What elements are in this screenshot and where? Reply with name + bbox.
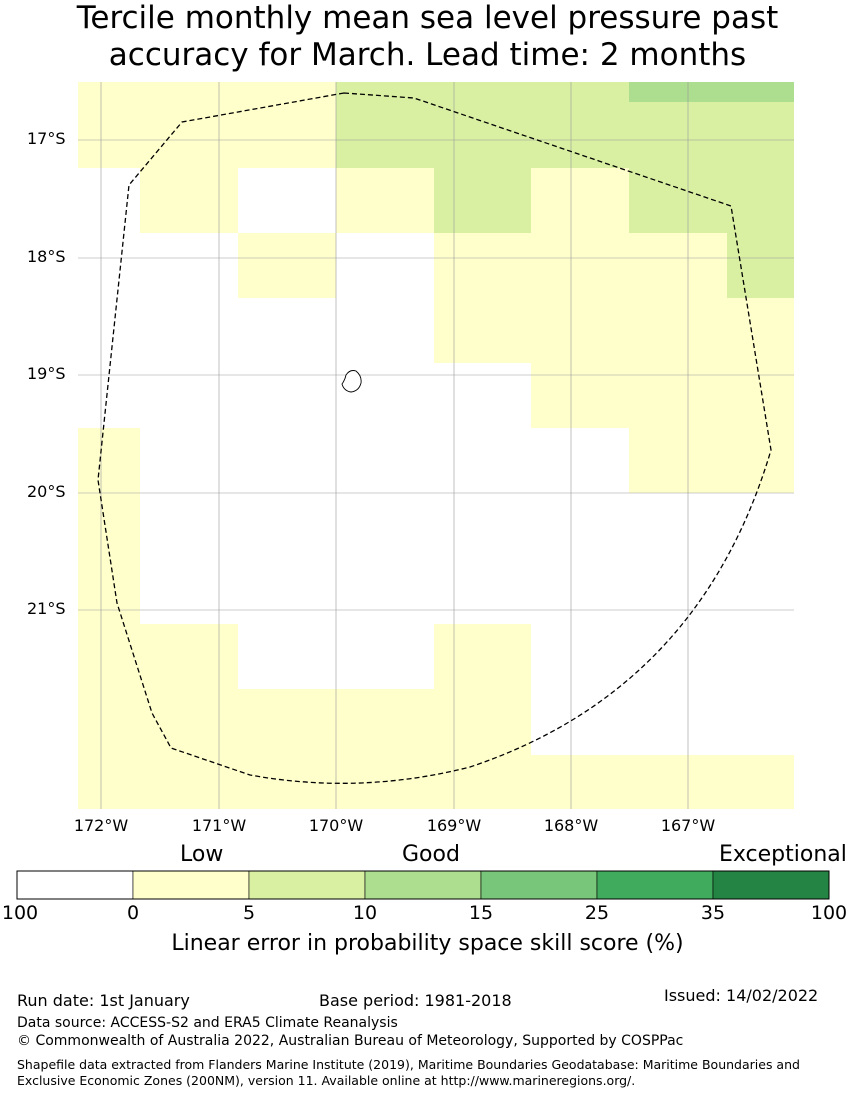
colorbar-tick: 25 [584, 902, 610, 924]
lon-label: 171°W [191, 816, 247, 835]
chart-title: Tercile monthly mean sea level pressure … [0, 0, 855, 74]
lon-label: 167°W [660, 816, 716, 835]
colorbar-swatch [16, 870, 134, 900]
colorbar-tick: 100 [1, 902, 39, 924]
lon-label: 168°W [543, 816, 599, 835]
eez-boundary [97, 92, 772, 784]
category-good: Good [402, 842, 460, 867]
cell [336, 82, 629, 168]
base-period: Base period: 1981-2018 [319, 991, 512, 1010]
lat-label: 21°S [27, 599, 66, 618]
gridlines [78, 82, 794, 809]
colorbar [16, 870, 830, 900]
lon-label: 172°W [73, 816, 129, 835]
skill-cells-very-good [629, 82, 794, 102]
cell [629, 82, 794, 102]
cell [531, 168, 629, 428]
colorbar-tick: 100 [810, 902, 848, 924]
data-source: Data source: ACCESS-S2 and ERA5 Climate … [17, 1015, 398, 1031]
lat-label: 17°S [27, 129, 66, 148]
shapefile-credit: Shapefile data extracted from Flanders M… [17, 1057, 800, 1088]
colorbar-swatch [248, 870, 366, 900]
cell [336, 168, 434, 233]
colorbar-swatch [712, 870, 830, 900]
copyright: © Commonwealth of Australia 2022, Austra… [17, 1033, 684, 1049]
cell [629, 102, 794, 233]
cell [238, 233, 336, 298]
category-low: Low [180, 842, 224, 867]
cell [727, 233, 794, 298]
colorbar-tick: 10 [352, 902, 378, 924]
title-line-2: accuracy for March. Lead time: 2 months [108, 37, 747, 73]
niue-island [341, 370, 362, 393]
title-line-1: Tercile monthly mean sea level pressure … [76, 0, 779, 36]
colorbar-tick: 35 [700, 902, 726, 924]
colorbar-swatch [596, 870, 714, 900]
run-date: Run date: 1st January [17, 991, 190, 1010]
cell [434, 168, 531, 233]
cell [434, 624, 531, 809]
cell [140, 168, 238, 233]
cell [78, 428, 140, 809]
colorbar-tick: 15 [468, 902, 494, 924]
category-exceptional: Exceptional [719, 842, 847, 867]
cell [434, 233, 531, 363]
colorbar-swatch [132, 870, 250, 900]
issued-date: Issued: 14/02/2022 [664, 986, 819, 1005]
lon-label: 169°W [426, 816, 482, 835]
lon-label: 170°W [308, 816, 364, 835]
lat-label: 19°S [27, 364, 66, 383]
cell [727, 298, 794, 493]
cell [78, 82, 336, 168]
cell [629, 233, 727, 493]
cell [140, 624, 238, 809]
colorbar-tick: 5 [242, 902, 256, 924]
map-panel [78, 82, 794, 809]
colorbar-title: Linear error in probability space skill … [171, 931, 684, 956]
lat-label: 20°S [27, 482, 66, 501]
colorbar-swatch [480, 870, 598, 900]
cell [531, 755, 794, 809]
colorbar-swatch [364, 870, 482, 900]
lat-label: 18°S [27, 247, 66, 266]
colorbar-tick: 0 [126, 902, 140, 924]
